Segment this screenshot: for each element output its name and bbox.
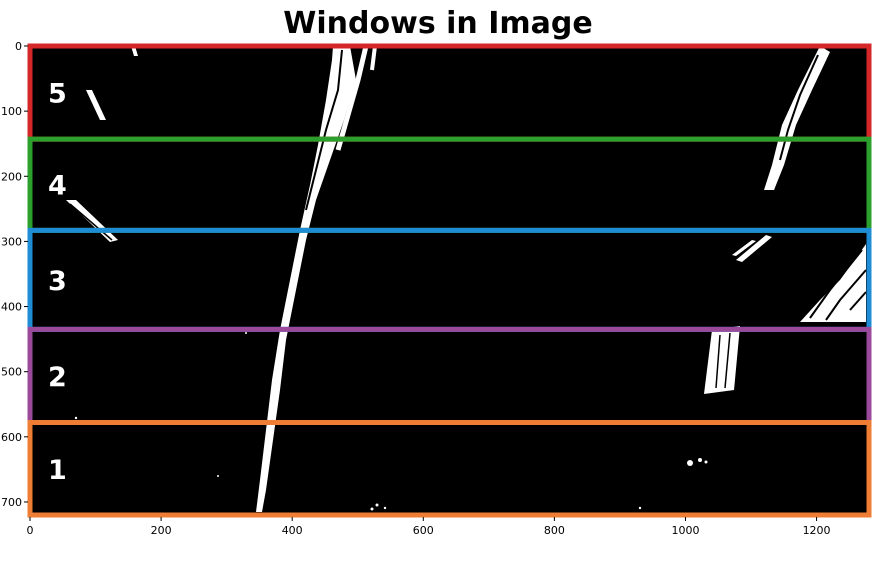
left-lane-line xyxy=(256,46,356,512)
speck xyxy=(687,460,693,466)
y-tick-label: 100 xyxy=(1,105,22,118)
left-lane-texture-2 xyxy=(335,45,369,151)
speck xyxy=(383,506,387,510)
left-lane-texture xyxy=(305,49,343,211)
speck xyxy=(638,506,642,510)
right-lane-dash-mid-2 xyxy=(732,240,756,256)
y-tick-label: 0 xyxy=(15,40,22,53)
speck xyxy=(74,416,78,420)
x-tick-label: 800 xyxy=(544,524,565,537)
right-lane-dash-texture xyxy=(779,54,819,161)
x-tick-label: 400 xyxy=(282,524,303,537)
y-tick-label: 200 xyxy=(1,170,22,183)
window-3-label: 3 xyxy=(48,266,67,297)
x-tick-label: 600 xyxy=(413,524,434,537)
right-lane-dash-top xyxy=(764,46,830,190)
right-edge-clutter-texture-2 xyxy=(825,269,867,321)
x-axis: 0 200 400 600 800 1000 1200 xyxy=(27,517,831,537)
right-edge-clutter-texture xyxy=(809,249,863,319)
speck xyxy=(370,507,374,511)
speck xyxy=(375,503,379,507)
y-tick-label: 500 xyxy=(1,366,22,379)
x-tick-label: 1000 xyxy=(671,524,699,537)
speck xyxy=(698,458,702,462)
x-tick-label: 0 xyxy=(27,524,34,537)
window-labels: 5 4 3 2 1 xyxy=(48,79,67,486)
speck xyxy=(245,332,247,334)
window-1-label: 1 xyxy=(48,455,67,486)
x-tick-label: 200 xyxy=(151,524,172,537)
window-2-label: 2 xyxy=(48,362,67,393)
y-tick-label: 300 xyxy=(1,235,22,248)
y-tick-label: 700 xyxy=(1,496,22,509)
left-mark-top xyxy=(86,90,106,120)
left-lane-texture-3 xyxy=(370,45,377,71)
right-edge-clutter-texture-3 xyxy=(849,291,867,311)
left-mark-mid-texture xyxy=(69,203,113,241)
window-4-label: 4 xyxy=(48,171,67,202)
y-axis: 0 100 200 300 400 500 600 700 xyxy=(1,40,28,509)
binary-image xyxy=(30,46,869,515)
y-tick-label: 600 xyxy=(1,431,22,444)
window-1-box xyxy=(27,420,872,518)
speck xyxy=(217,475,219,477)
speck xyxy=(704,460,708,464)
chart-title: Windows in Image xyxy=(283,6,592,41)
right-lane-lower-texture xyxy=(715,334,721,389)
y-tick-label: 400 xyxy=(1,301,22,314)
right-lane-dash-lower xyxy=(704,326,740,394)
window-5-label: 5 xyxy=(48,79,67,110)
plot-area: 5 4 3 2 1 xyxy=(27,43,872,518)
windows-layer xyxy=(27,43,872,518)
right-lane-dash-mid xyxy=(736,235,772,262)
right-edge-clutter xyxy=(800,244,866,322)
right-lane-lower-texture-2 xyxy=(724,332,731,389)
x-tick-label: 1200 xyxy=(803,524,831,537)
